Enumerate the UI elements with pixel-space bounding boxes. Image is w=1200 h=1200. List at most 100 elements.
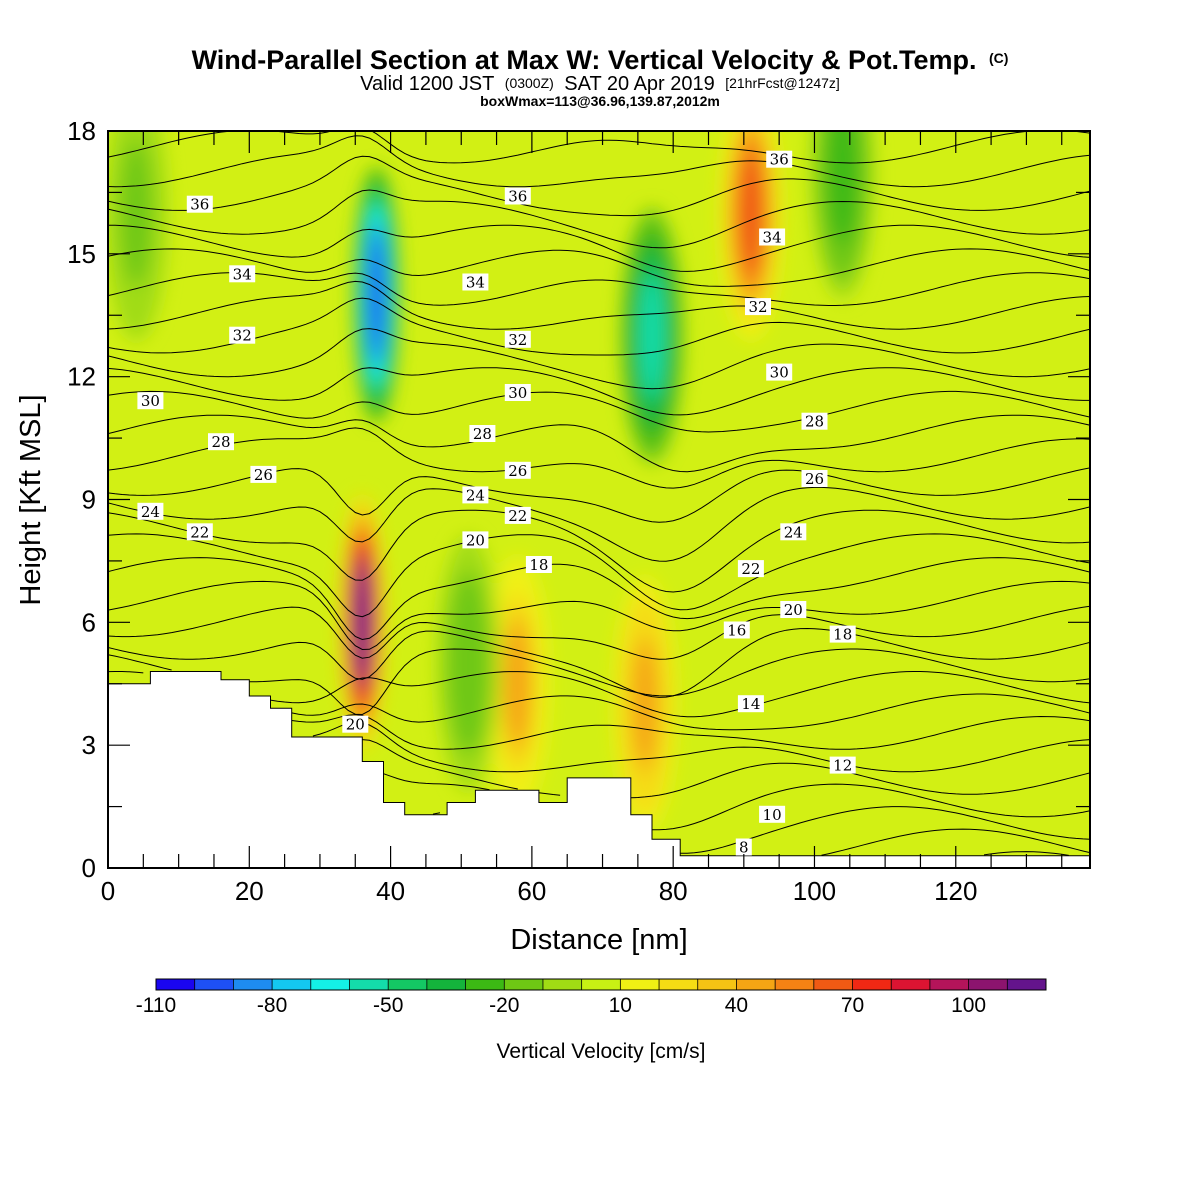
colorbar-swatch xyxy=(775,979,815,990)
colorbar-swatch xyxy=(465,979,505,990)
theta-label-text: 24 xyxy=(141,503,160,521)
theta-contour-22 xyxy=(108,486,1090,562)
colorbar-label: -20 xyxy=(489,994,519,1017)
theta-contour-9 xyxy=(383,773,1090,831)
theta-contour-19 xyxy=(108,557,1090,641)
theta-label-36: 36 xyxy=(186,195,213,214)
colorbar-swatch xyxy=(620,979,660,990)
y-tick-label: 3 xyxy=(82,730,96,760)
colorbar-swatch xyxy=(272,979,312,990)
theta-label-text: 32 xyxy=(233,327,252,345)
vv-blob-updraft-3-4 xyxy=(739,152,763,273)
theta-label-12: 12 xyxy=(829,756,856,775)
theta-contour-6 xyxy=(983,851,1069,856)
theta-contour-31 xyxy=(108,272,1090,306)
theta-label-text: 16 xyxy=(727,622,746,640)
theta-label-18: 18 xyxy=(525,556,552,574)
theta-label-8: 8 xyxy=(735,838,752,857)
theta-label-text: 32 xyxy=(508,331,527,349)
colorbar-label: -80 xyxy=(257,994,287,1017)
valid-prefix: Valid 1200 JST xyxy=(360,73,494,95)
theta-label-36: 36 xyxy=(504,187,531,206)
theta-contour-17 xyxy=(108,605,1090,660)
vv-blob-updraft-5-4 xyxy=(506,623,530,744)
theta-label-text: 20 xyxy=(784,601,803,619)
colorbar-swatch xyxy=(813,979,854,990)
vv-blob-updraft-4-4 xyxy=(633,644,657,765)
x-tick-label: 40 xyxy=(376,876,405,906)
x-tick-label: 120 xyxy=(934,876,977,906)
colorbar-swatch xyxy=(426,979,467,990)
vv-blob-downdraft-8-4 xyxy=(124,152,148,273)
x-tick-label: 0 xyxy=(101,876,115,906)
theta-contour-27 xyxy=(108,367,1090,416)
theta-contour-7 xyxy=(821,828,1090,856)
colorbar-swatch xyxy=(504,979,544,990)
theta-label-32: 32 xyxy=(504,330,531,349)
theta-contour-35 xyxy=(108,155,1090,217)
theta-label-text: 14 xyxy=(741,695,760,713)
x-tick-label: 100 xyxy=(793,876,836,906)
vv-blob-downdraft-2-4 xyxy=(640,275,664,396)
terrain xyxy=(108,671,1090,868)
theta-label-20: 20 xyxy=(462,531,489,549)
theta-label-34: 34 xyxy=(462,273,489,292)
theta-label-text: 26 xyxy=(805,470,824,488)
theta-contour-18 xyxy=(108,580,1090,651)
theta-contour-10 xyxy=(362,739,1090,799)
theta-label-text: 26 xyxy=(254,466,273,484)
colorbar-title: Vertical Velocity [cm/s] xyxy=(497,1040,706,1063)
theta-label-text: 36 xyxy=(508,188,527,206)
theta-label-26: 26 xyxy=(801,470,828,488)
chart-subtitle: Valid 1200 JST (0300Z) SAT 20 Apr 2019 [… xyxy=(360,73,840,95)
y-tick-label: 12 xyxy=(67,362,96,392)
x-tick-label: 60 xyxy=(517,876,546,906)
theta-label-text: 34 xyxy=(763,229,782,247)
vv-blob-downdraft-6-4 xyxy=(456,603,480,724)
colorbar-swatch xyxy=(349,979,389,990)
theta-label-text: 24 xyxy=(466,486,485,504)
y-tick-label: 0 xyxy=(82,853,96,883)
theta-contour-20 xyxy=(108,533,1090,618)
x-tick-label: 20 xyxy=(235,876,264,906)
theta-label-text: 26 xyxy=(508,462,527,480)
y-tick-label: 6 xyxy=(82,607,96,637)
theta-label-24: 24 xyxy=(780,523,807,541)
y-tick-label: 15 xyxy=(67,239,96,269)
y-tick-label: 18 xyxy=(67,116,96,146)
theta-label-22: 22 xyxy=(186,523,213,541)
copyright-mark: (C) xyxy=(989,50,1008,66)
theta-contour-13 xyxy=(291,693,1090,731)
colorbar-swatch xyxy=(233,979,273,990)
theta-label-text: 32 xyxy=(748,298,767,316)
theta-contour-29 xyxy=(108,297,1090,356)
x-axis: 0 20 40 60 80 100 120 xyxy=(101,131,1063,906)
theta-label-text: 30 xyxy=(770,364,789,382)
valid-utc: (0300Z) xyxy=(505,75,554,91)
colorbar-swatch xyxy=(736,979,776,990)
theta-label-32: 32 xyxy=(229,326,256,345)
vertical-velocity-field xyxy=(108,131,875,832)
theta-contour-25 xyxy=(108,414,1090,473)
plot-area: 36 36 36 34 34 34 32 32 32 30 30 30 28 28 28 26 26 26 24 24… xyxy=(108,131,1090,868)
theta-label-text: 20 xyxy=(466,531,485,549)
x-tick-label: 80 xyxy=(659,876,688,906)
theta-label-30: 30 xyxy=(137,392,164,410)
theta-label-20: 20 xyxy=(342,715,369,734)
forecast-tag: [21hrFcst@1247z] xyxy=(725,75,840,91)
theta-contour-labels: 36 36 36 34 34 34 32 32 32 30 30 30 28 28 28 26 26 26 24 24… xyxy=(137,150,856,857)
colorbar-swatch xyxy=(968,979,1008,990)
colorbar-swatch xyxy=(388,979,428,990)
theta-contour-15 xyxy=(108,648,1090,716)
theta-label-text: 22 xyxy=(190,523,209,541)
vv-blob-updraft-1-4 xyxy=(355,562,370,683)
colorbar-swatch xyxy=(929,979,970,990)
theta-contour-30 xyxy=(108,280,1090,330)
colorbar-label: 70 xyxy=(841,994,864,1017)
colorbar-label: 10 xyxy=(609,994,632,1017)
colorbar-frame xyxy=(155,978,1047,991)
y-tick-label: 9 xyxy=(82,485,96,515)
colorbar-swatch xyxy=(697,979,737,990)
theta-label-28: 28 xyxy=(469,425,496,443)
